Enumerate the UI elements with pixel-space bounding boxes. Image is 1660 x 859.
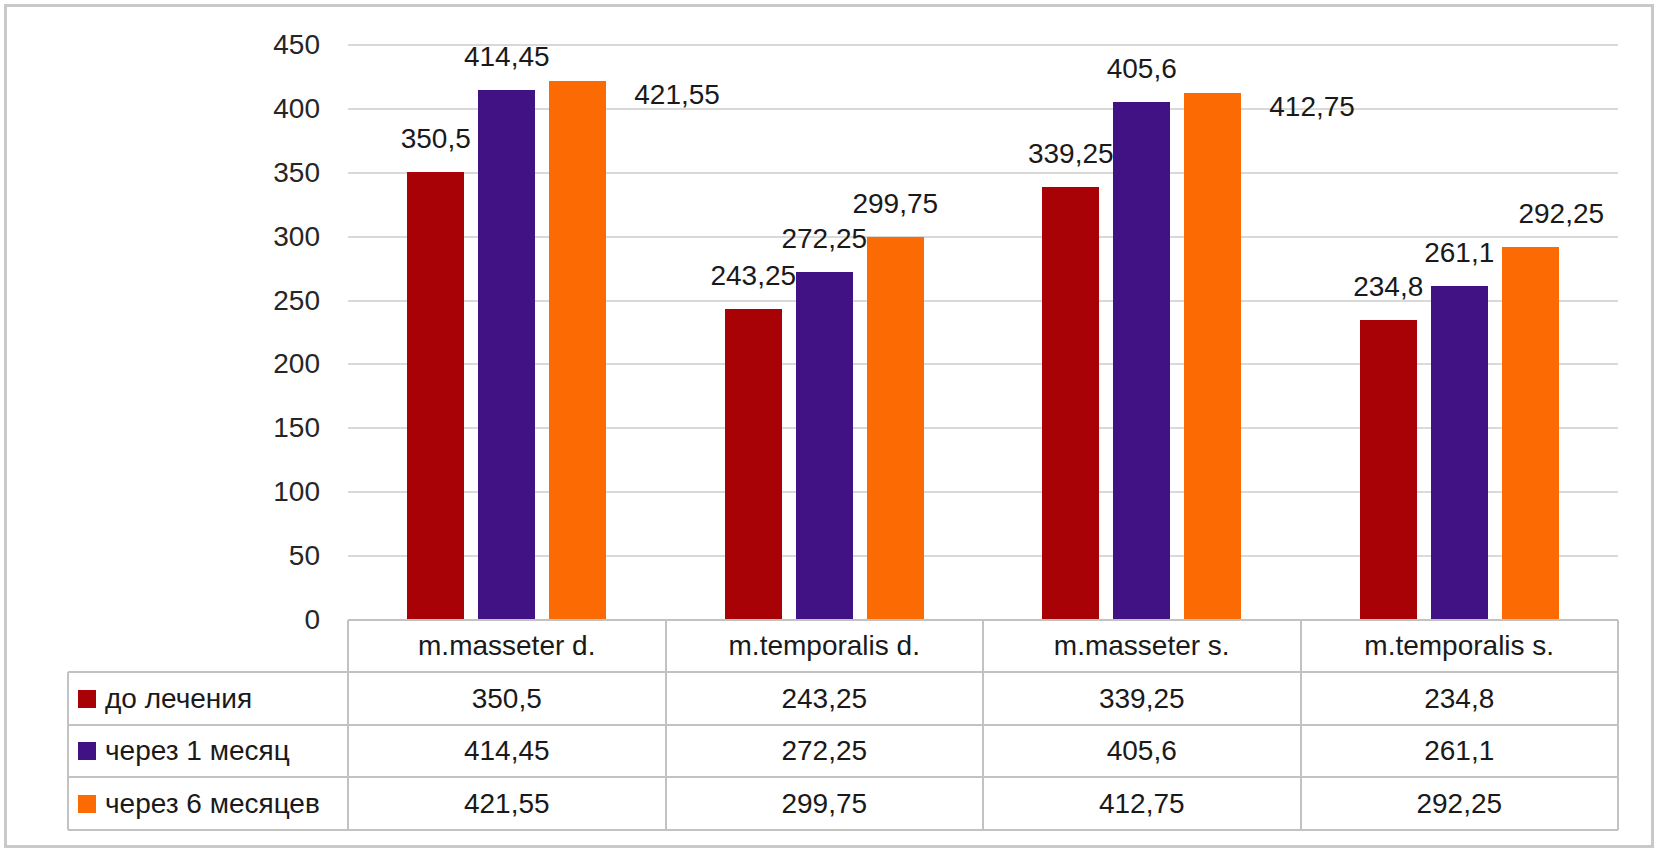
legend-swatch-series3 (78, 795, 96, 813)
bar-series3-cat3 (1184, 93, 1241, 619)
data-label-series3-cat3: 412,75 (1269, 90, 1355, 124)
category-header-1: m.masseter d. (348, 620, 666, 672)
bar-chart-figure: 0 50 100 150 200 250 300 350 400 450 350,5243,2533… (0, 0, 1660, 859)
legend-label-series2: через 1 месяц (105, 735, 290, 767)
bar-series2-cat3 (1113, 102, 1170, 619)
category-header-2: m.temporalis d. (666, 620, 984, 672)
y-axis-tick-label: 200 (220, 347, 320, 381)
y-axis-tick-label: 400 (220, 92, 320, 126)
bar-series1-cat4 (1360, 320, 1417, 619)
y-axis-tick-label: 350 (220, 156, 320, 190)
table-value-series2-cat3: 405,6 (983, 725, 1301, 777)
gridline-200 (348, 363, 1618, 365)
gridline-350 (348, 172, 1618, 174)
legend-swatch-series1 (78, 690, 96, 708)
bar-series2-cat4 (1431, 286, 1488, 619)
y-axis-tick-label: 250 (220, 284, 320, 318)
gridline-400 (348, 108, 1618, 110)
data-label-series2-cat1: 414,45 (407, 40, 607, 74)
bar-series1-cat2 (725, 309, 782, 619)
data-label-series3-cat4: 292,25 (1461, 197, 1660, 231)
table-value-series2-cat2: 272,25 (666, 725, 984, 777)
y-axis-tick-label: 100 (220, 475, 320, 509)
table-value-series1-cat4: 234,8 (1301, 672, 1619, 725)
table-value-series3-cat4: 292,25 (1301, 777, 1619, 830)
table-value-series2-cat4: 261,1 (1301, 725, 1619, 777)
bar-series3-cat1 (549, 81, 606, 619)
table-value-series3-cat1: 421,55 (348, 777, 666, 830)
data-label-series3-cat1: 421,55 (634, 78, 720, 112)
bar-series3-cat4 (1502, 247, 1559, 619)
legend-item-series2: через 1 месяц (68, 725, 348, 777)
table-value-series3-cat2: 299,75 (666, 777, 984, 830)
gridline-100 (348, 491, 1618, 493)
bar-series2-cat2 (796, 272, 853, 619)
table-value-series3-cat3: 412,75 (983, 777, 1301, 830)
data-label-series3-cat2: 299,75 (795, 187, 995, 221)
y-axis-tick-label: 0 (220, 603, 320, 637)
legend-label-series1: до лечения (105, 683, 252, 715)
table-value-series2-cat1: 414,45 (348, 725, 666, 777)
legend-item-series3: через 6 месяцев (68, 777, 348, 830)
category-header-4: m.temporalis s. (1301, 620, 1619, 672)
legend-item-series1: до лечения (68, 672, 348, 725)
y-axis-tick-label: 450 (220, 28, 320, 62)
legend-label-series3: через 6 месяцев (105, 788, 320, 820)
legend-swatch-series2 (78, 742, 96, 760)
y-axis-tick-label: 50 (220, 539, 320, 573)
y-axis-tick-label: 150 (220, 411, 320, 445)
table-value-series1-cat2: 243,25 (666, 672, 984, 725)
table-value-series1-cat3: 339,25 (983, 672, 1301, 725)
category-header-3: m.masseter s. (983, 620, 1301, 672)
bar-series1-cat1 (407, 172, 464, 619)
bar-series3-cat2 (867, 237, 924, 619)
bar-series2-cat1 (478, 90, 535, 619)
y-axis-tick-label: 300 (220, 220, 320, 254)
table-value-series1-cat1: 350,5 (348, 672, 666, 725)
gridline-50 (348, 555, 1618, 557)
bar-series1-cat3 (1042, 187, 1099, 619)
gridline-150 (348, 427, 1618, 429)
data-label-series2-cat3: 405,6 (1042, 52, 1242, 86)
